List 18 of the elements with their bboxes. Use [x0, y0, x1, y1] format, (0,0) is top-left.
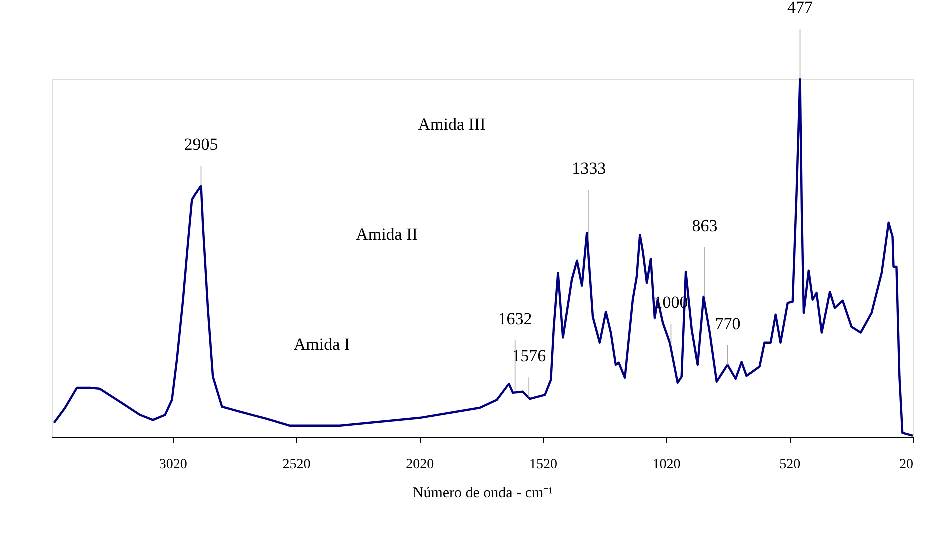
annotation: 477 — [788, 0, 814, 17]
annotation: 770 — [715, 314, 741, 334]
annotation: Amida I — [294, 335, 350, 354]
annotation: 2905 — [184, 135, 218, 154]
x-tick-label: 520 — [780, 458, 801, 472]
x-tick-label: 3020 — [159, 458, 188, 472]
x-tick-label: 2520 — [282, 458, 311, 472]
x-tick-label: 2020 — [406, 458, 434, 472]
annotation: 1632 — [498, 309, 532, 328]
annotation: Amida III — [418, 115, 486, 134]
x-tick-label: 20 — [900, 458, 914, 472]
annotation: 1576 — [512, 346, 546, 366]
x-tick-label: 1520 — [529, 458, 558, 472]
x-axis-title: Número de onda - cm⁻¹ — [412, 486, 554, 502]
annotation: 863 — [692, 216, 718, 236]
annotation: Amida II — [356, 225, 418, 244]
annotation: 1333 — [572, 159, 606, 178]
x-tick-label: 1020 — [652, 458, 681, 472]
